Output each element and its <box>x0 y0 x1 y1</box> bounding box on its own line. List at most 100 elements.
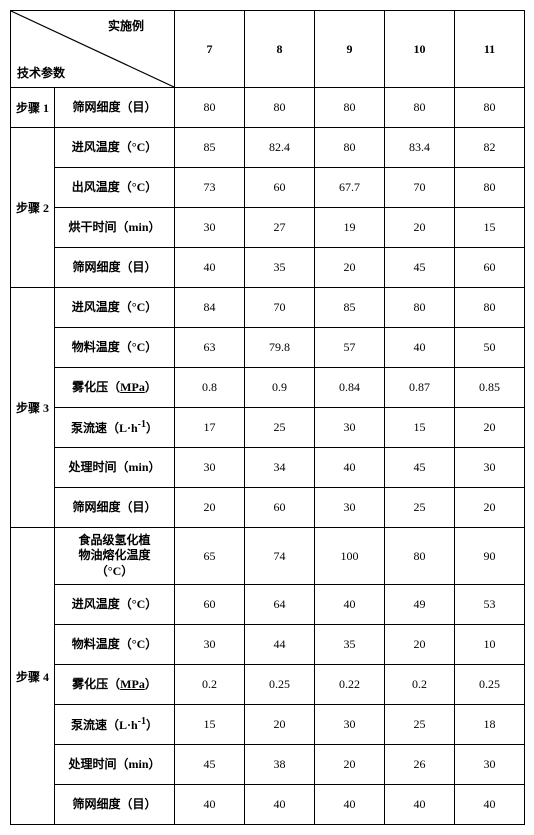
data-cell: 17 <box>175 408 245 448</box>
data-cell: 40 <box>385 785 455 825</box>
col-header: 11 <box>455 11 525 88</box>
data-cell: 67.7 <box>315 168 385 208</box>
data-cell: 80 <box>315 128 385 168</box>
data-cell: 40 <box>315 585 385 625</box>
col-header: 7 <box>175 11 245 88</box>
step-label: 步骤 3 <box>11 288 55 528</box>
data-cell: 30 <box>175 625 245 665</box>
data-cell: 65 <box>175 528 245 585</box>
step-label: 步骤 2 <box>11 128 55 288</box>
header-bottom-label: 技术参数 <box>17 64 65 81</box>
data-cell: 57 <box>315 328 385 368</box>
data-cell: 18 <box>455 705 525 745</box>
data-cell: 82.4 <box>245 128 315 168</box>
param-label: 处理时间（min） <box>55 448 175 488</box>
params-table: 实施例技术参数7891011步骤 1筛网细度（目）8080808080步骤 2进… <box>10 10 525 825</box>
data-cell: 30 <box>175 208 245 248</box>
data-cell: 85 <box>315 288 385 328</box>
data-cell: 27 <box>245 208 315 248</box>
param-label: 筛网细度（目） <box>55 488 175 528</box>
data-cell: 80 <box>175 88 245 128</box>
data-cell: 0.2 <box>385 665 455 705</box>
data-cell: 45 <box>385 248 455 288</box>
data-cell: 20 <box>385 625 455 665</box>
param-label: 雾化压（MPa） <box>55 665 175 705</box>
data-cell: 90 <box>455 528 525 585</box>
param-label: 泵流速（L·h-1） <box>55 408 175 448</box>
data-cell: 70 <box>385 168 455 208</box>
data-cell: 20 <box>385 208 455 248</box>
data-cell: 20 <box>245 705 315 745</box>
data-cell: 40 <box>315 785 385 825</box>
data-cell: 64 <box>245 585 315 625</box>
data-cell: 0.2 <box>175 665 245 705</box>
data-cell: 15 <box>385 408 455 448</box>
param-label: 筛网细度（目） <box>55 785 175 825</box>
data-cell: 20 <box>455 488 525 528</box>
data-cell: 20 <box>315 745 385 785</box>
data-cell: 30 <box>315 705 385 745</box>
data-cell: 15 <box>175 705 245 745</box>
data-cell: 80 <box>385 88 455 128</box>
param-label: 进风温度（°C） <box>55 128 175 168</box>
data-cell: 0.8 <box>175 368 245 408</box>
param-label: 烘干时间（min） <box>55 208 175 248</box>
param-label: 泵流速（L·h-1） <box>55 705 175 745</box>
col-header: 8 <box>245 11 315 88</box>
data-cell: 79.8 <box>245 328 315 368</box>
data-cell: 83.4 <box>385 128 455 168</box>
data-cell: 25 <box>245 408 315 448</box>
data-cell: 53 <box>455 585 525 625</box>
param-label: 食品级氢化植物油熔化温度（°C） <box>55 528 175 585</box>
data-cell: 19 <box>315 208 385 248</box>
data-cell: 60 <box>245 488 315 528</box>
data-cell: 0.85 <box>455 368 525 408</box>
data-cell: 60 <box>245 168 315 208</box>
data-cell: 50 <box>455 328 525 368</box>
param-label: 进风温度（°C） <box>55 585 175 625</box>
data-cell: 100 <box>315 528 385 585</box>
data-cell: 25 <box>385 488 455 528</box>
step-label: 步骤 4 <box>11 528 55 825</box>
data-cell: 30 <box>315 488 385 528</box>
data-cell: 40 <box>455 785 525 825</box>
data-cell: 80 <box>455 168 525 208</box>
data-cell: 82 <box>455 128 525 168</box>
col-header: 10 <box>385 11 455 88</box>
data-cell: 85 <box>175 128 245 168</box>
data-cell: 25 <box>385 705 455 745</box>
data-cell: 34 <box>245 448 315 488</box>
data-cell: 0.9 <box>245 368 315 408</box>
data-cell: 40 <box>315 448 385 488</box>
data-cell: 45 <box>385 448 455 488</box>
data-cell: 40 <box>175 248 245 288</box>
data-cell: 0.25 <box>455 665 525 705</box>
param-label: 物料温度（°C） <box>55 328 175 368</box>
data-cell: 20 <box>315 248 385 288</box>
data-cell: 80 <box>385 528 455 585</box>
data-cell: 80 <box>455 288 525 328</box>
param-label: 出风温度（°C） <box>55 168 175 208</box>
param-label: 筛网细度（目） <box>55 88 175 128</box>
data-cell: 35 <box>315 625 385 665</box>
data-cell: 0.84 <box>315 368 385 408</box>
data-cell: 0.87 <box>385 368 455 408</box>
data-cell: 30 <box>175 448 245 488</box>
data-cell: 80 <box>315 88 385 128</box>
data-cell: 70 <box>245 288 315 328</box>
data-cell: 80 <box>245 88 315 128</box>
header-diagonal-cell: 实施例技术参数 <box>11 11 175 88</box>
data-cell: 20 <box>175 488 245 528</box>
data-cell: 44 <box>245 625 315 665</box>
data-cell: 20 <box>455 408 525 448</box>
param-label: 处理时间（min） <box>55 745 175 785</box>
param-label: 进风温度（°C） <box>55 288 175 328</box>
data-cell: 0.25 <box>245 665 315 705</box>
data-cell: 38 <box>245 745 315 785</box>
data-cell: 15 <box>455 208 525 248</box>
step-label: 步骤 1 <box>11 88 55 128</box>
data-cell: 10 <box>455 625 525 665</box>
data-cell: 40 <box>245 785 315 825</box>
data-cell: 60 <box>175 585 245 625</box>
param-label: 筛网细度（目） <box>55 248 175 288</box>
